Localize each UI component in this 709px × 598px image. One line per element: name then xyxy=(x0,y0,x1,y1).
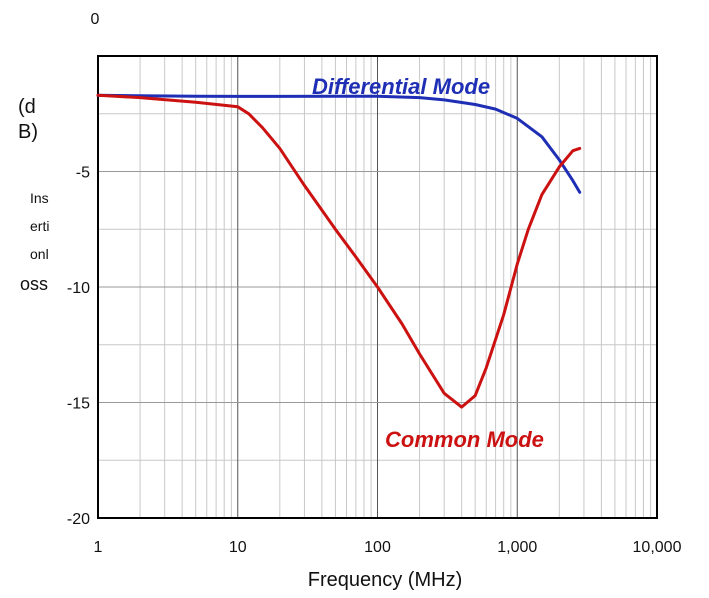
x-tick-label: 1,000 xyxy=(497,539,537,556)
y-tick-label: -5 xyxy=(76,165,90,182)
x-tick-label: 1 xyxy=(94,539,103,556)
series-layer xyxy=(96,93,582,409)
y-tick-label: -15 xyxy=(67,396,90,413)
y-tick-label: -10 xyxy=(67,280,90,297)
x-tick-label: 10,000 xyxy=(633,539,682,556)
y-axis-unit-line-2: B) xyxy=(18,121,38,143)
y-axis-title-line-1: Ins xyxy=(30,190,49,206)
y-tick-label: 0 xyxy=(91,11,100,28)
x-tick-label: 100 xyxy=(364,539,391,556)
x-tick-label: 10 xyxy=(229,539,247,556)
series-label-differential-mode: Differential Mode xyxy=(312,74,490,99)
y-axis-title-line-3: onl xyxy=(30,246,49,262)
series-line-differential-mode xyxy=(96,93,582,194)
series-label-common-mode: Common Mode xyxy=(385,427,544,452)
tick-labels: 1 10 100 1,000 10,000 0 -5 -10 -15 -20 xyxy=(67,11,682,556)
y-axis-unit-line-1: (d xyxy=(18,96,36,118)
x-axis-label: Frequency (MHz) xyxy=(308,569,462,591)
y-axis-title-line-2: erti xyxy=(30,218,50,234)
plot-frame xyxy=(97,55,658,519)
y-tick-label: -20 xyxy=(67,511,90,528)
y-axis-title-line-4: oss xyxy=(20,274,49,294)
series-line-common-mode xyxy=(96,93,582,409)
